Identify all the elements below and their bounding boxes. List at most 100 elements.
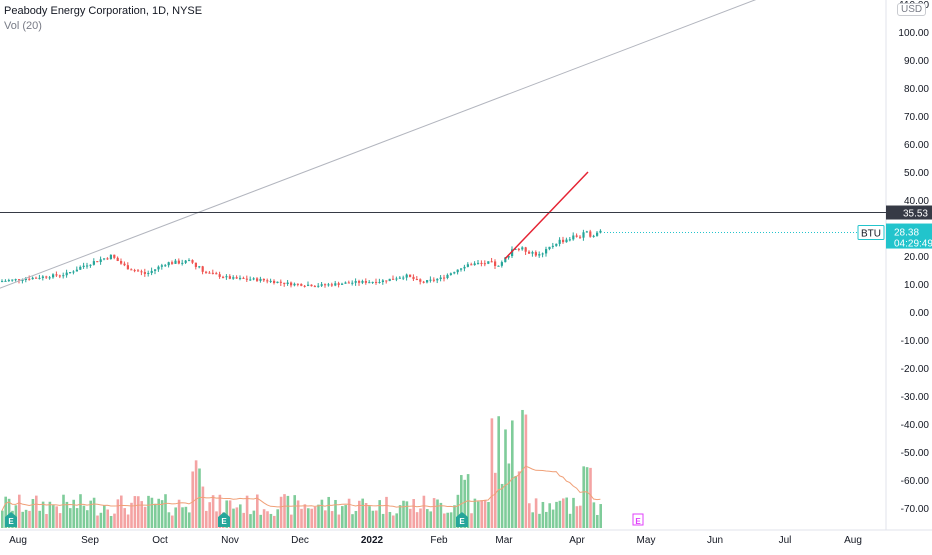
candle-body xyxy=(429,279,432,281)
candle-body xyxy=(422,281,425,283)
candle-body xyxy=(218,274,221,277)
time-axis-label: Jun xyxy=(707,535,723,546)
candle-body xyxy=(398,277,401,279)
volume-bar xyxy=(337,514,341,528)
time-axis-label: Jul xyxy=(779,535,792,546)
candle-body xyxy=(205,271,208,273)
candle-body xyxy=(504,257,507,263)
time-axis[interactable]: Aug Sep Oct Nov Dec 2022 Feb Mar Apr May Jun Jul Aug xyxy=(0,529,932,550)
volume-bar xyxy=(58,513,62,528)
earnings-label: E xyxy=(8,517,14,526)
earnings-icon[interactable]: E xyxy=(218,512,230,527)
candle-body xyxy=(375,281,378,283)
candle-body xyxy=(487,261,490,264)
candle-body xyxy=(58,275,61,277)
symbol-title[interactable]: Peabody Energy Corporation, 1D, NYSE xyxy=(4,5,203,17)
volume-bar xyxy=(41,501,45,528)
currency-badge[interactable]: USD xyxy=(897,3,927,16)
volume-bar xyxy=(324,510,327,528)
volume-bar xyxy=(351,514,354,528)
drawings[interactable] xyxy=(0,0,886,289)
price-axis[interactable]: 110.00100.0090.0080.0070.0060.0050.0040.… xyxy=(885,0,932,530)
volume-bar xyxy=(504,429,507,528)
candle-body xyxy=(378,282,381,284)
horizontal-line-price-text: 35.53 xyxy=(903,209,928,220)
volume-bar xyxy=(541,501,545,528)
volume-bar xyxy=(215,511,218,528)
volume-indicator-label[interactable]: Vol (20) xyxy=(4,20,42,32)
volume-bar xyxy=(65,501,69,528)
candle-body xyxy=(531,252,534,254)
volume-bar xyxy=(517,471,521,528)
volume-bar xyxy=(327,496,330,528)
candle-body xyxy=(283,282,286,284)
volume-bar xyxy=(62,494,65,528)
candle-body xyxy=(150,270,153,273)
candle-body xyxy=(79,266,82,270)
volume-bar xyxy=(579,505,582,528)
volume-bar xyxy=(375,510,378,528)
volume-bar xyxy=(568,513,572,528)
candle-body xyxy=(252,278,255,280)
candle-body xyxy=(235,277,238,279)
volume-bar xyxy=(18,494,21,528)
candle-body xyxy=(490,261,493,263)
candle-body xyxy=(18,279,21,281)
candle-body xyxy=(409,274,412,277)
candle-body xyxy=(347,282,350,284)
volume-bar xyxy=(269,513,273,528)
volume-bar xyxy=(252,510,256,528)
earnings-label: E xyxy=(635,517,641,526)
earnings-icon[interactable]: E xyxy=(5,512,17,527)
earnings-badge-shape xyxy=(5,512,17,527)
volume-bar xyxy=(392,515,395,528)
earnings-icon[interactable]: E xyxy=(456,512,468,527)
time-axis-label: 2022 xyxy=(361,535,384,546)
upcoming-earnings-icon[interactable]: E xyxy=(632,513,644,526)
earnings-badge-shape xyxy=(456,512,468,527)
candle-body xyxy=(300,284,303,286)
price-axis-label: 10.00 xyxy=(904,280,929,291)
candle-body xyxy=(453,272,456,274)
candle-body xyxy=(208,272,211,274)
candle-body xyxy=(545,249,548,254)
candle-body xyxy=(303,285,306,287)
candle-body xyxy=(215,273,218,275)
price-axis-bg xyxy=(886,0,932,530)
candle-body xyxy=(262,278,265,281)
candle-body xyxy=(392,278,395,280)
candle-body xyxy=(528,251,531,254)
volume-bar xyxy=(551,509,555,528)
volume-bar xyxy=(256,494,259,528)
volume-bar xyxy=(147,495,150,528)
candle-body xyxy=(269,280,272,282)
candle-body xyxy=(330,284,333,286)
volume-bar xyxy=(477,501,480,528)
candle-body xyxy=(103,258,106,260)
candle-body xyxy=(551,245,554,247)
volume-bar xyxy=(120,495,123,528)
candle-body xyxy=(514,248,517,250)
candle-body xyxy=(477,262,480,264)
volume-bar xyxy=(381,513,385,528)
candle-body xyxy=(130,269,133,271)
volume-bar xyxy=(174,507,177,528)
candle-body xyxy=(120,261,123,264)
volume-bar xyxy=(31,498,35,528)
candle-body xyxy=(137,270,140,272)
time-axis-label: Feb xyxy=(430,535,448,546)
volume-bar xyxy=(310,508,313,528)
candle-body xyxy=(147,272,150,274)
volume-bar xyxy=(531,512,534,528)
volume-bar xyxy=(113,513,116,528)
time-axis-label: Sep xyxy=(81,535,99,546)
volume-bar xyxy=(218,494,222,528)
candle-body xyxy=(596,232,599,236)
candle-body xyxy=(133,270,136,272)
candle-body xyxy=(75,269,78,272)
candle-body xyxy=(106,258,109,260)
volume-bar xyxy=(266,511,269,528)
volume-bar xyxy=(154,503,157,528)
